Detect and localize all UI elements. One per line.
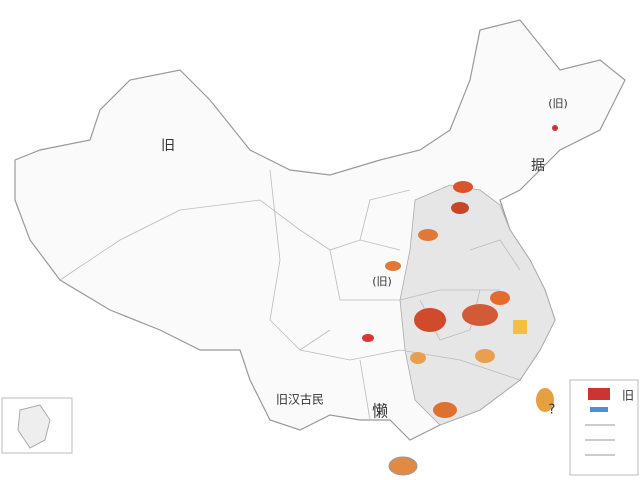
- region-label: 旧: [161, 138, 175, 154]
- region-label: (旧): [372, 275, 392, 288]
- region-label: 懒: [372, 402, 388, 421]
- region-label: (旧): [548, 97, 568, 110]
- inset-map: [1, 397, 73, 454]
- region-label: 旧汉古民: [276, 392, 324, 407]
- food-icons: [362, 125, 558, 476]
- region-label: ?: [549, 403, 556, 418]
- legend-title: 旧: [622, 389, 634, 403]
- region-label: 据: [531, 158, 545, 174]
- legend: 旧: [569, 379, 639, 476]
